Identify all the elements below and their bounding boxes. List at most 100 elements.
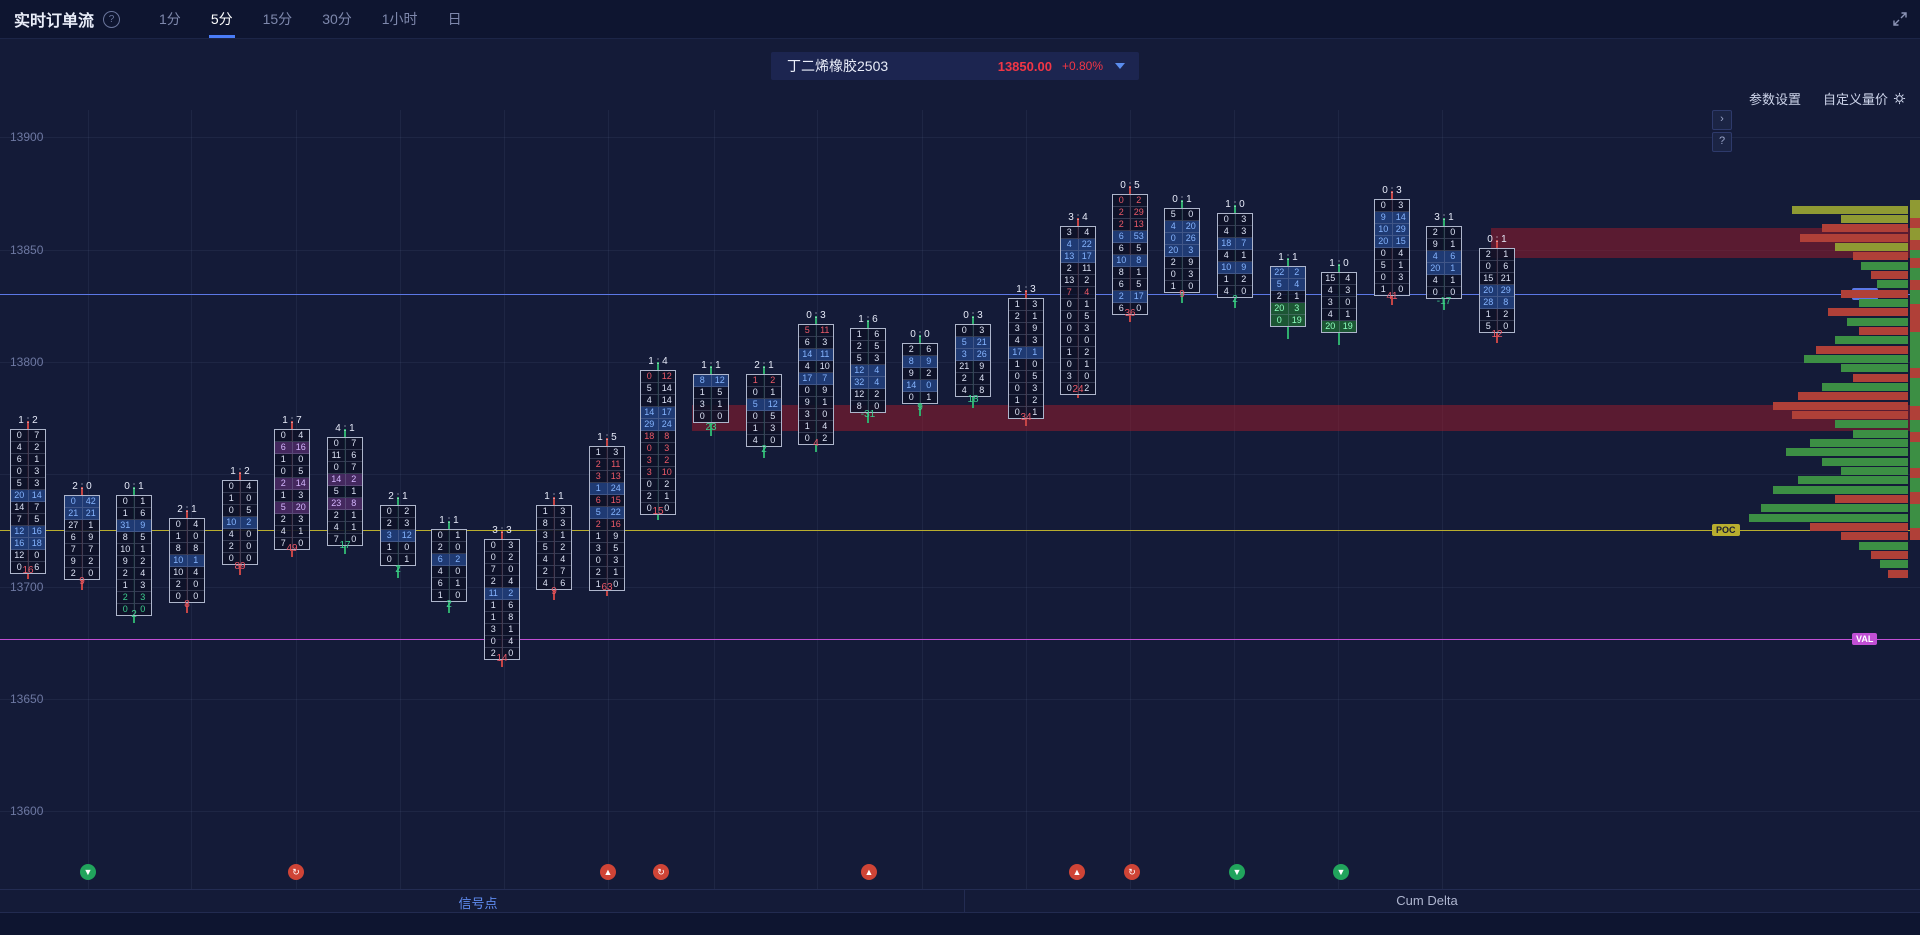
bid-cell: 20 bbox=[1480, 285, 1498, 296]
top-bar: 实时订单流 ? 1分 5分 15分 30分 1小时 日 bbox=[0, 0, 1920, 39]
help-icon[interactable]: ? bbox=[103, 10, 121, 28]
supply-zone bbox=[692, 405, 1920, 431]
custom-volprice-button[interactable]: 自定义量价 bbox=[1823, 89, 1906, 108]
gear-icon bbox=[1893, 92, 1906, 105]
tab-30分[interactable]: 30分 bbox=[322, 11, 352, 27]
footprint-box: 5 0 4 20 0 26 20 3 2 9 0 3 1 0 bbox=[1164, 208, 1200, 293]
bid-cell: 2 bbox=[485, 576, 503, 587]
bid-cell: 21 bbox=[65, 508, 83, 519]
instrument-selector[interactable]: 丁二烯橡胶2503 13850.00 +0.80% bbox=[771, 52, 1139, 80]
signal-marker-up-icon[interactable]: ↻ bbox=[653, 864, 669, 880]
tab-1小时[interactable]: 1小时 bbox=[381, 11, 418, 27]
footprint-box: 0 7 4 2 6 1 0 3 5 3 20 14 14 7 7 5 12 16 16 18 12 0 0 6 bbox=[10, 429, 46, 574]
ask-cell: 3 bbox=[140, 580, 146, 590]
signal-marker-up-icon[interactable]: ↻ bbox=[1124, 864, 1140, 880]
tab-1分[interactable]: 1分 bbox=[159, 11, 181, 27]
ask-cell: 21 bbox=[1500, 273, 1511, 283]
bid-cell: 0 bbox=[590, 555, 608, 566]
signal-marker-down-icon[interactable]: ▼ bbox=[80, 864, 96, 880]
gridline-vertical bbox=[1234, 110, 1235, 889]
ask-cell: 1 bbox=[613, 567, 619, 577]
bid-cell: 2 bbox=[1009, 311, 1027, 322]
bid-cell: 0 bbox=[170, 519, 188, 530]
signal-marker-up-icon[interactable]: ▲ bbox=[1069, 864, 1085, 880]
footprint-row: 4 20 bbox=[1165, 221, 1199, 233]
panel-help-button[interactable]: ? bbox=[1712, 132, 1732, 152]
delta-footer: -31 bbox=[860, 409, 876, 420]
signal-marker-up-icon[interactable]: ▲ bbox=[861, 864, 877, 880]
ask-cell: 6 bbox=[1450, 251, 1456, 261]
ask-cell: 3 bbox=[1294, 303, 1300, 313]
tab-5分[interactable]: 5分 bbox=[196, 0, 248, 38]
ask-cell: 5 bbox=[717, 387, 723, 397]
signal-marker-up-icon[interactable]: ▲ bbox=[600, 864, 616, 880]
ask-cell: 3 bbox=[613, 555, 619, 565]
bid-cell: 12 bbox=[11, 550, 29, 561]
price-axis-label: 13900 bbox=[10, 130, 44, 144]
bid-cell: 6 bbox=[1113, 279, 1131, 290]
bid-cell: 8 bbox=[1113, 267, 1131, 278]
ask-cell: 9 bbox=[140, 520, 146, 530]
footprint-box: 1 3 2 11 3 13 1 24 6 15 5 22 2 16 1 9 3 5 0 3 2 1 1 0 bbox=[589, 446, 625, 591]
bid-cell: 4 bbox=[1218, 286, 1236, 297]
tab-日[interactable]: 日 bbox=[447, 11, 462, 27]
bid-cell: 2 bbox=[223, 541, 241, 552]
ask-cell: 3 bbox=[1032, 383, 1038, 393]
bid-cell: 18 bbox=[1218, 238, 1236, 249]
footprint-box: 1 6 2 5 5 3 12 4 32 4 12 2 8 0 bbox=[850, 328, 886, 413]
footprint-header: 0 : 1 bbox=[124, 481, 144, 492]
footprint-header: 0 : 0 bbox=[910, 329, 930, 340]
footprint-row: 14 7 bbox=[11, 502, 45, 514]
bid-cell: 0 bbox=[641, 371, 659, 382]
volume-profile-bar bbox=[1853, 430, 1908, 438]
ask-cell: 0 bbox=[140, 604, 146, 614]
cum-delta-panel-label[interactable]: Cum Delta bbox=[1396, 893, 1458, 908]
bid-cell: 0 bbox=[223, 505, 241, 516]
footprint-header: 1 : 3 bbox=[1016, 284, 1036, 295]
bid-cell: 2 bbox=[1427, 227, 1445, 238]
instrument-price: 13850.00 bbox=[997, 58, 1052, 74]
ask-cell: 6 bbox=[351, 450, 357, 460]
gridline-vertical bbox=[817, 110, 818, 889]
footprint-row: 14 17 bbox=[641, 407, 675, 419]
delta-footer: 2 bbox=[446, 599, 452, 610]
ask-cell: 8 bbox=[351, 498, 357, 508]
ask-cell: 8 bbox=[508, 612, 514, 622]
bid-cell: 21 bbox=[956, 361, 974, 372]
tab-15分[interactable]: 15分 bbox=[262, 11, 293, 27]
bid-cell: 3 bbox=[1061, 227, 1079, 238]
ask-cell: 16 bbox=[295, 442, 306, 452]
signal-panel-label[interactable]: 信号点 bbox=[458, 896, 498, 911]
chevron-down-icon[interactable] bbox=[1115, 63, 1125, 69]
panel-collapse-button[interactable]: › bbox=[1712, 110, 1732, 130]
bid-cell: 2 bbox=[1113, 207, 1131, 218]
signal-marker-down-icon[interactable]: ▼ bbox=[1229, 864, 1245, 880]
signal-marker-up-icon[interactable]: ↻ bbox=[288, 864, 304, 880]
param-settings-button[interactable]: 参数设置 bbox=[1748, 92, 1801, 107]
footprint-row: 2 11 bbox=[590, 459, 624, 471]
signal-marker-down-icon[interactable]: ▼ bbox=[1333, 864, 1349, 880]
ask-cell: 2 bbox=[1136, 195, 1142, 205]
bid-cell: 3 bbox=[641, 455, 659, 466]
expand-icon[interactable] bbox=[1892, 11, 1908, 27]
ask-cell: 1 bbox=[88, 520, 94, 530]
ask-cell: 1 bbox=[351, 522, 357, 532]
bid-cell: 10 bbox=[117, 544, 135, 555]
bid-cell: 4 bbox=[1427, 251, 1445, 262]
bid-cell: 9 bbox=[65, 556, 83, 567]
